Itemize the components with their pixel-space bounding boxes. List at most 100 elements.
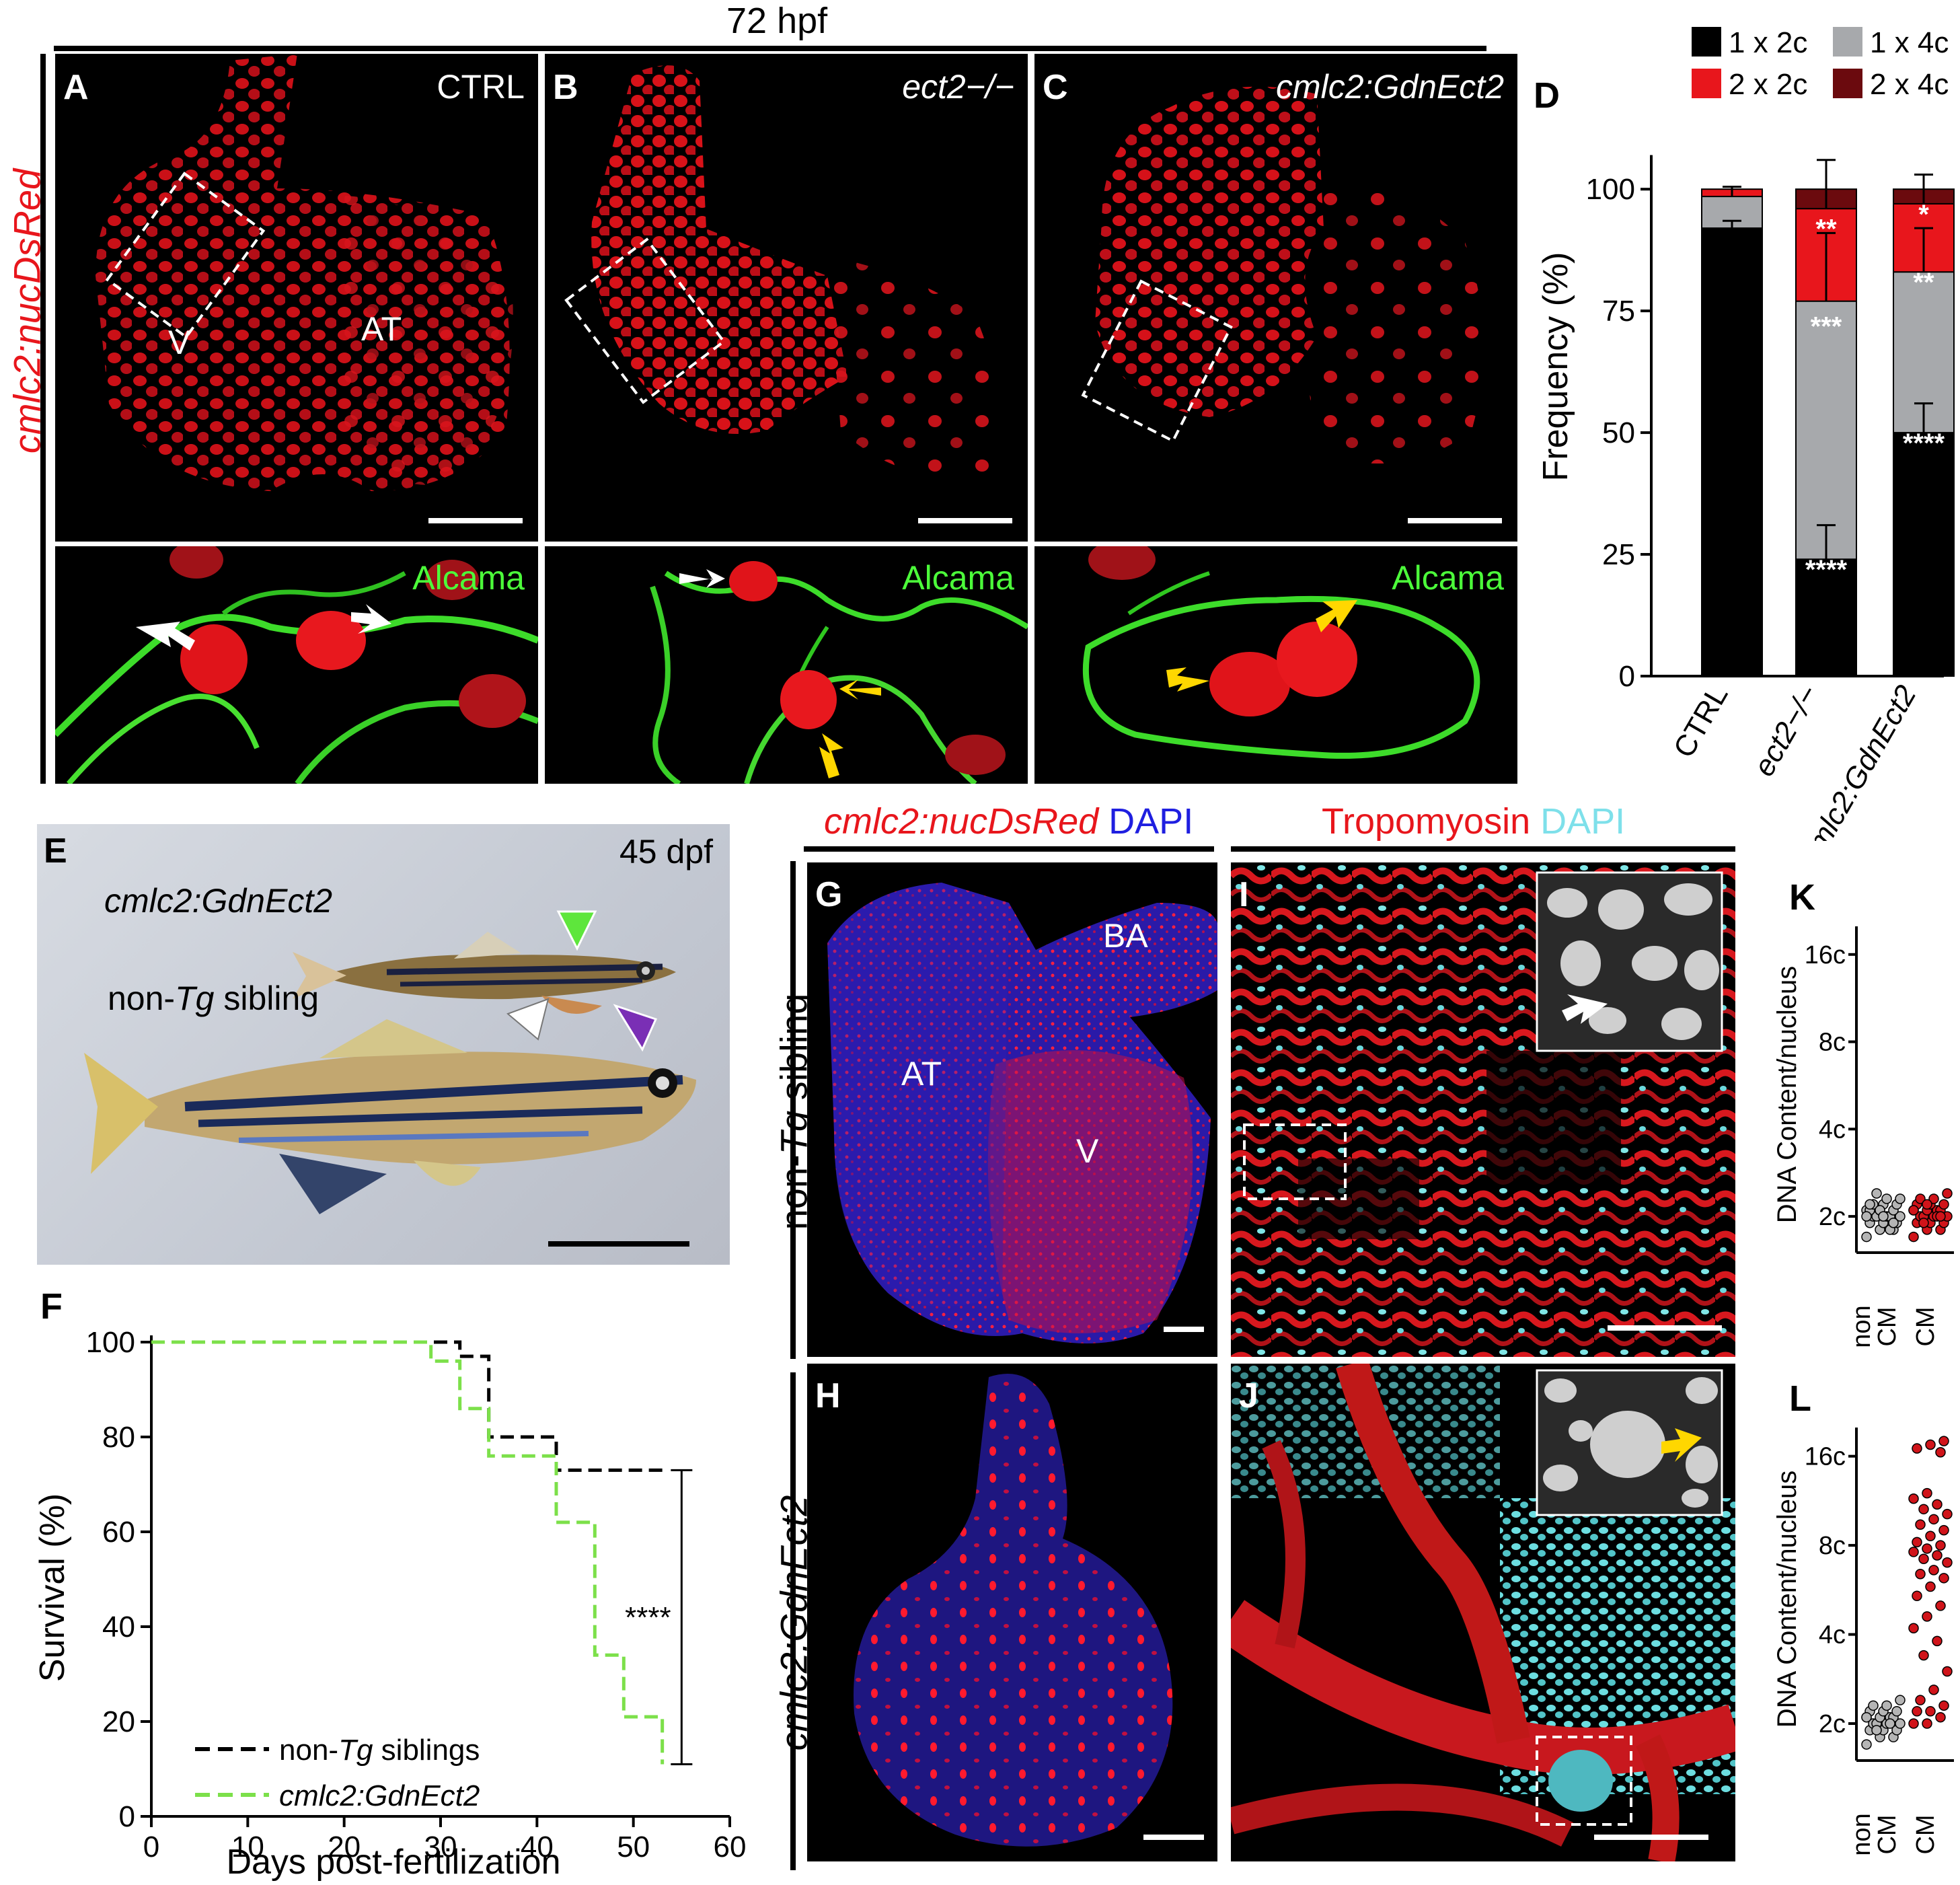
panel-g-ba-label: BA bbox=[1103, 917, 1148, 955]
gh-header-red: cmlc2:nucDsRed DAPI bbox=[824, 801, 1193, 842]
dna-ytick-label: 16c bbox=[1805, 1443, 1846, 1471]
panel-k-label: K bbox=[1789, 877, 1815, 918]
panel-l-label: L bbox=[1789, 1378, 1811, 1419]
dna-point bbox=[1925, 1581, 1936, 1592]
panel-a-condition: CTRL bbox=[437, 68, 525, 106]
dna-point bbox=[1942, 1508, 1953, 1520]
panel-h-image bbox=[854, 1374, 1173, 1847]
dna-point bbox=[1942, 1557, 1953, 1568]
dna-ytick-label: 4c bbox=[1819, 1621, 1846, 1650]
panel-f-xtick-label: 0 bbox=[143, 1831, 159, 1863]
panel-d-significance: **************** bbox=[1805, 200, 1945, 585]
ij-header-line bbox=[1231, 846, 1735, 852]
panel-f-significance: **** bbox=[625, 1470, 683, 1765]
panel-a-atrium-label: AT bbox=[361, 310, 402, 348]
panel-b-scale-bar bbox=[918, 518, 1012, 523]
panel-a-bottom-image bbox=[55, 546, 538, 784]
panel-e-tg-label: cmlc2:GdnEct2 bbox=[104, 882, 333, 920]
dna-point bbox=[1915, 1568, 1926, 1580]
panel-d-bar-segment bbox=[1795, 558, 1857, 677]
dna-point bbox=[1922, 1611, 1932, 1622]
panel-l-axes: 2c 4c 8c 16c bbox=[1805, 1428, 1954, 1762]
dna-point bbox=[1895, 1211, 1906, 1222]
panel-f-ytick-label: 80 bbox=[102, 1421, 135, 1454]
panel-e-timepoint: 45 dpf bbox=[619, 833, 713, 871]
panel-b-nuclei bbox=[564, 65, 997, 476]
dna-point bbox=[1935, 1540, 1946, 1551]
panel-g-scale-bar bbox=[1164, 1327, 1204, 1332]
panel-l-points bbox=[1861, 1436, 1953, 1750]
panel-i-label: I bbox=[1239, 875, 1249, 914]
panel-b-label: B bbox=[553, 68, 578, 107]
dna-point bbox=[1908, 1493, 1919, 1504]
panel-l-chart: L DNA Content/nucleus 2c 4c 8c 16c nonCM CM bbox=[1742, 1364, 1957, 1882]
dna-point bbox=[1891, 1706, 1902, 1717]
panel-f-xtick-label: 40 bbox=[521, 1831, 554, 1863]
panel-f-chart: F Survival (%) Days post-fertilization 0… bbox=[13, 1278, 753, 1882]
ij-header: Tropomyosin DAPI bbox=[1322, 801, 1625, 842]
dna-point bbox=[1938, 1700, 1949, 1711]
legend-2x2c: 2 x 2c bbox=[1729, 68, 1807, 101]
row1-line bbox=[790, 861, 796, 1359]
gh-header-blue-text: DAPI bbox=[1108, 801, 1194, 842]
dna-point bbox=[1915, 1695, 1926, 1705]
dna-point bbox=[1915, 1519, 1926, 1530]
dna-point bbox=[1938, 1573, 1949, 1584]
dna-point bbox=[1868, 1700, 1879, 1711]
panel-d-label: D bbox=[1534, 75, 1560, 116]
panel-h-label: H bbox=[815, 1376, 841, 1415]
panel-f-svg: F Survival (%) Days post-fertilization 0… bbox=[33, 1286, 746, 1882]
legend-swatch-1x2c bbox=[1692, 27, 1721, 57]
panel-a-scale-bar bbox=[428, 518, 523, 523]
dna-ytick-label: 16c bbox=[1805, 941, 1846, 969]
dna-point bbox=[1908, 1718, 1919, 1729]
dna-point bbox=[1935, 1600, 1946, 1611]
panel-c-nuclei bbox=[1081, 86, 1484, 464]
dna-point bbox=[1861, 1211, 1872, 1222]
dna-point bbox=[1912, 1443, 1922, 1454]
dna-point bbox=[1928, 1685, 1939, 1695]
legend-2x4c: 2 x 4c bbox=[1870, 68, 1949, 101]
dna-point bbox=[1932, 1635, 1943, 1647]
panel-h: H bbox=[807, 1364, 1217, 1861]
dna-point bbox=[1881, 1700, 1892, 1711]
legend-swatch-2x2c bbox=[1692, 69, 1721, 98]
panel-f-xtick-label: 10 bbox=[231, 1831, 264, 1863]
panel-f-series-line bbox=[151, 1340, 665, 1765]
dna-point bbox=[1908, 1547, 1919, 1557]
legend-1x2c: 1 x 2c bbox=[1729, 26, 1807, 59]
panel-g-v-label: V bbox=[1076, 1132, 1099, 1170]
panel-e-sibling-suffix: sibling bbox=[214, 980, 319, 1017]
dna-point bbox=[1912, 1537, 1922, 1548]
panel-l-cat-noncm: nonCM bbox=[1848, 1813, 1901, 1855]
panel-f-significance-text: **** bbox=[625, 1601, 671, 1634]
panel-g-image bbox=[827, 883, 1217, 1343]
dna-point bbox=[1908, 1231, 1919, 1243]
panel-b-condition: ect2−/− bbox=[902, 68, 1014, 106]
panel-d-significance-mark: **** bbox=[1805, 555, 1848, 585]
dna-point bbox=[1938, 1199, 1949, 1210]
gh-header-red-text: cmlc2:nucDsRed bbox=[824, 801, 1099, 842]
dna-ytick-label: 2c bbox=[1819, 1710, 1846, 1738]
dna-point bbox=[1928, 1514, 1939, 1525]
panel-f-series-line bbox=[151, 1340, 663, 1472]
dna-point bbox=[1864, 1199, 1875, 1210]
panel-d-cat-ctrl: CTRL bbox=[1667, 680, 1735, 764]
dna-point bbox=[1908, 1205, 1919, 1216]
panel-e-fish bbox=[84, 910, 696, 1214]
legend-swatch-2x4c bbox=[1833, 69, 1862, 98]
dna-point bbox=[1912, 1706, 1922, 1717]
panel-k-points bbox=[1861, 1188, 1953, 1243]
panel-d-ytick-label: 100 bbox=[1586, 173, 1635, 206]
dna-ytick-label: 8c bbox=[1819, 1532, 1846, 1560]
panel-d-ylabel: Frequency (%) bbox=[1536, 252, 1575, 482]
panel-d-significance-mark: *** bbox=[1811, 311, 1842, 341]
panel-c-label: C bbox=[1043, 68, 1068, 107]
panel-f-ytick-label: 100 bbox=[86, 1326, 135, 1359]
dna-point bbox=[1922, 1718, 1932, 1729]
panel-e-sibling-tg: Tg bbox=[175, 980, 215, 1017]
dna-point bbox=[1935, 1447, 1946, 1458]
panel-g-label: G bbox=[815, 875, 843, 914]
dna-point bbox=[1881, 1193, 1892, 1204]
dna-point bbox=[1922, 1543, 1932, 1554]
